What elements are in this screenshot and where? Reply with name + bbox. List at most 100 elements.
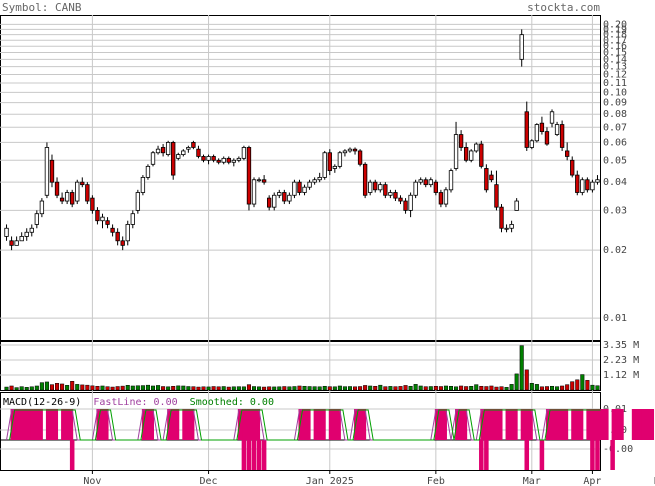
candle-body <box>393 192 398 199</box>
candle <box>49 154 55 188</box>
candle-body <box>115 231 120 242</box>
volume-bar <box>135 385 140 391</box>
candle <box>519 29 524 67</box>
candle <box>105 217 110 229</box>
volume-bar <box>565 384 570 391</box>
volume-bar <box>267 386 272 391</box>
volume-bar <box>342 386 347 391</box>
volume-bar <box>241 386 246 391</box>
candle <box>575 170 580 196</box>
volume-bar <box>489 385 494 391</box>
volume-bar <box>337 385 342 391</box>
volume-bar <box>580 374 585 391</box>
candle <box>509 220 514 233</box>
candle-body <box>423 179 428 186</box>
candle <box>479 140 484 169</box>
volume-bar <box>65 385 70 391</box>
candle-body <box>75 181 80 202</box>
candle-body <box>524 111 529 148</box>
candle-body <box>479 143 484 167</box>
candle-body <box>120 240 125 246</box>
candle-body <box>297 181 302 193</box>
candle <box>115 228 120 246</box>
volume-bar <box>454 386 459 391</box>
candle <box>176 152 181 161</box>
volume-bar <box>383 386 388 391</box>
volume-bar <box>80 384 85 391</box>
candle-body <box>332 165 337 169</box>
macd-hist-bar <box>611 409 624 440</box>
price-tick-label: 0.16 <box>603 41 627 52</box>
volume-bar <box>302 385 307 391</box>
volume-bar <box>539 386 544 391</box>
candle <box>388 189 393 199</box>
candle <box>181 149 186 157</box>
candle-body <box>504 227 509 230</box>
volume-bar <box>150 385 156 391</box>
candle <box>297 179 302 196</box>
candle-body <box>186 147 191 150</box>
candle-body <box>44 147 50 196</box>
candle-body <box>211 156 216 161</box>
x-tick-label: Feb <box>427 476 445 486</box>
candle-body <box>499 206 504 229</box>
candle <box>580 177 585 196</box>
volume-bar <box>438 386 443 391</box>
candle <box>29 224 34 237</box>
candle <box>565 142 570 161</box>
volume-bar <box>246 384 251 391</box>
candle-body <box>443 189 449 205</box>
volume-bar <box>585 380 590 391</box>
candle-body <box>165 142 171 155</box>
candle-body <box>322 152 327 178</box>
candle <box>347 147 353 153</box>
candle <box>165 140 171 157</box>
candle-body <box>549 111 555 124</box>
volume-bar <box>499 386 504 391</box>
candle <box>186 145 191 153</box>
candle-body <box>529 140 534 148</box>
volume-bar <box>363 385 368 391</box>
price-tick-label: 0.09 <box>603 98 627 109</box>
candle-body <box>256 179 262 182</box>
candle-body <box>216 159 221 163</box>
volume-bar <box>226 386 231 391</box>
macd-neg-bar <box>246 440 252 470</box>
volume-bar <box>191 386 196 391</box>
candle-body <box>246 147 252 205</box>
candle-body <box>191 142 196 148</box>
candle <box>362 162 368 199</box>
candle-body <box>398 197 403 202</box>
volume-bar <box>206 386 211 391</box>
volume-bar <box>130 385 135 391</box>
macd-neg-bar <box>69 440 75 470</box>
price-tick-label: 0.07 <box>603 122 627 133</box>
volume-bar <box>171 385 176 391</box>
candle <box>489 170 494 183</box>
candle-body <box>590 181 595 191</box>
macd-hist-bar <box>586 409 599 440</box>
candle <box>585 177 590 193</box>
candle <box>322 150 327 180</box>
price-tick-label: 0.02 <box>603 245 627 256</box>
macd-legend: MACD(12-26-9) FastLine: 0.00 Smoothed: 0… <box>3 397 274 408</box>
volume-bar <box>484 386 489 391</box>
candle-body <box>458 134 464 148</box>
candle <box>554 121 560 137</box>
candle-body <box>155 148 161 154</box>
volume-bar <box>595 385 600 391</box>
volume-bar <box>211 386 216 391</box>
volume-bar <box>39 382 44 391</box>
candle-body <box>226 157 231 163</box>
candle <box>171 140 176 180</box>
candle-body <box>448 170 454 191</box>
candle <box>469 149 474 163</box>
candle <box>80 177 85 188</box>
candle-body <box>580 179 585 193</box>
volume-bar <box>161 386 166 391</box>
candle-body <box>342 150 348 154</box>
volume-bar <box>95 385 100 391</box>
candle <box>595 175 600 185</box>
candle <box>246 145 252 211</box>
candle-body <box>267 197 272 208</box>
